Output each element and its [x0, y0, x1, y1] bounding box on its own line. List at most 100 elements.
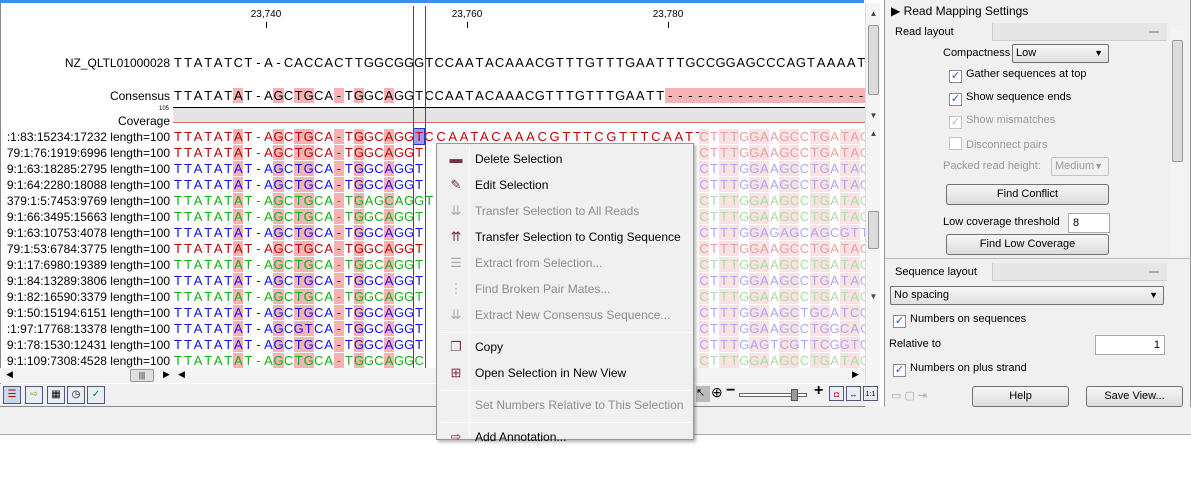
menu-item-delete-selection[interactable]: ▬ Delete Selection — [439, 147, 691, 171]
read-sequence-right[interactable]: CTTTGGAAGCCTGATAGTG — [699, 289, 866, 305]
scroll-up-icon[interactable]: ▲ — [869, 9, 878, 18]
read-sequence-right[interactable]: CTTTGGAAGCCTGATAGAA — [699, 161, 866, 177]
read-sequence-left[interactable]: T T A T A T A T - AGCTGCA - TGGCAGGT — [173, 337, 424, 353]
menu-item-transfer-selection-to-contig-sequence[interactable]: ⇈ Transfer Selection to Contig Sequence — [439, 225, 691, 249]
menu-item-extract-new-consensus-sequence[interactable]: ⇊ Extract New Consensus Sequence... — [439, 303, 691, 327]
reads-scroll-right-icon[interactable]: ▶ — [852, 369, 859, 379]
hscroll-thumb[interactable]: ||| — [130, 369, 154, 382]
base: T — [224, 257, 233, 272]
reference-sequence[interactable]: T T A T A TCT - A - CACCACT TGGCGGGTCCAA T ACAAACGT T… — [173, 55, 866, 71]
zoom-to-selection-icon[interactable]: ◘ — [829, 386, 844, 401]
pointer-icon[interactable]: ↖ — [696, 386, 710, 402]
packed-height-dropdown[interactable]: Medium ▼ — [1051, 157, 1109, 176]
read-sequence-right[interactable]: CTTTGGAAGCCTGATAGAA — [699, 273, 866, 289]
reads-scroll-thumb[interactable] — [868, 211, 879, 249]
read-sequence-right[interactable]: CTTTGGAAGCCTGGCACGC — [699, 321, 866, 337]
read-sequence-right[interactable]: CTTTGGAAGCCTGATAGAA — [699, 241, 866, 257]
panel-scrollbar[interactable] — [1171, 26, 1184, 256]
horizontal-scrollbar[interactable]: ◀ ||| ▶ ◀ ▶ — [0, 368, 865, 383]
zoom-100-icon[interactable]: 1:1 — [863, 386, 878, 401]
read-sequence-left[interactable]: T T A T A T A T - AGCTGCA - TGGCAGGT — [173, 177, 424, 193]
zoom-slider-thumb[interactable] — [791, 389, 799, 401]
read-sequence-right[interactable]: CTTTGAGTCGTTCGGTGAT — [699, 337, 866, 353]
menu-item-add-annotation[interactable]: ⇨ Add Annotation... — [439, 425, 691, 449]
read-sequence-left[interactable]: T T A T A T A T - AGCTGCA - TGGCAGGT — [173, 289, 424, 305]
read-sequence-right[interactable]: CTTTGGAAGCCTGATAGAA — [699, 177, 866, 193]
read-sequence-left[interactable]: T T A T A T A T - AGCTGCA - TGGCAGGT — [173, 273, 424, 289]
menu-item-find-broken-pair-mates[interactable]: ⋮ Find Broken Pair Mates... — [439, 277, 691, 301]
consensus-sequence[interactable]: T T A T A T A T - AGCTGCA - TGGCAGGTCCAA T ACAAACGT T T… — [173, 88, 866, 104]
numbers-plus-strand-checkbox[interactable]: ✓ Numbers on plus strand — [893, 362, 1027, 377]
reads-scroll-up-icon[interactable]: ▲ — [869, 129, 878, 138]
threshold-input[interactable]: 8 — [1068, 213, 1110, 233]
menu-item-open-selection-in-new-view[interactable]: ⊞ Open Selection in New View — [439, 361, 691, 385]
help-button[interactable]: Help — [972, 386, 1069, 407]
read-sequence-right[interactable]: CTTTGGAAGCCTGATAGAA — [699, 193, 866, 209]
read-sequence-left[interactable]: T T A T A T A T - AGCTGCA - TGGCAGGC — [173, 353, 424, 369]
show-mismatches-checkbox[interactable]: ✓ Show mismatches — [949, 114, 1056, 129]
read-sequence-right[interactable]: CTTTGGAAGCCTGATAGAA — [699, 209, 866, 225]
reads-scroll-down-icon[interactable]: ▼ — [869, 292, 878, 301]
read-sequence-left[interactable]: T T A T A T A T - AGCTGCA - TGGCAGGT — [173, 225, 424, 241]
read-sequence-left[interactable]: T T A T A T A T - AGCTGCA - TGGCAGGT — [173, 145, 424, 161]
spacing-dropdown[interactable]: No spacing ▼ — [890, 286, 1164, 305]
minimize-icon[interactable] — [1149, 271, 1159, 273]
menu-item-edit-selection[interactable]: ✎ Edit Selection — [439, 173, 691, 197]
zoom-plus-icon[interactable]: + — [814, 382, 824, 399]
minimize-icon[interactable] — [1149, 31, 1159, 33]
read-sequence-left[interactable]: T T A T A T A T - AGCGTCA - TGGCAGGT — [173, 321, 424, 337]
tab-read-layout[interactable]: Read layout — [889, 23, 1167, 41]
zoom-slider[interactable] — [739, 389, 807, 401]
vertical-scrollbar[interactable]: ▲ ▼ ▲ ▼ — [865, 3, 880, 407]
menu-item-set-numbers-relative-to-this-selection[interactable]: Set Numbers Relative to This Selection — [439, 393, 691, 417]
compactness-dropdown[interactable]: Low ▼ — [1012, 44, 1109, 63]
zoom-fit-width-icon[interactable]: ↔ — [846, 386, 861, 401]
read-sequence-right[interactable]: CTTTGGAAGCCTGATAGAA — [699, 145, 866, 161]
annotation-view-icon[interactable]: ⇨ — [25, 386, 43, 404]
read-sequence-left[interactable]: T T A T A T A T - AGCTGCA - TGGCAGGT — [173, 305, 424, 321]
find-low-coverage-button[interactable]: Find Low Coverage — [946, 234, 1109, 255]
relative-to-input[interactable]: 1 — [1095, 335, 1165, 355]
menu-item-copy[interactable]: ❐ Copy — [439, 335, 691, 359]
menu-item-extract-from-selection[interactable]: ☰ Extract from Selection... — [439, 251, 691, 275]
base: G — [819, 241, 830, 256]
read-sequence-left[interactable]: T T A T A T A T - AGCTGCA - TGAGCAGGT — [173, 193, 434, 209]
find-conflict-button[interactable]: Find Conflict — [946, 184, 1109, 205]
scroll-thumb[interactable] — [868, 25, 879, 95]
collapse-arrow-icon[interactable]: ▶ — [891, 4, 904, 18]
scroll-down-icon[interactable]: ▼ — [869, 111, 878, 120]
menu-item-transfer-selection-to-all-reads[interactable]: ⇊ Transfer Selection to All Reads — [439, 199, 691, 223]
read-sequence-right[interactable]: CTTTGGAAGCCTGATAGAA — [699, 257, 866, 273]
zoom-in-icon[interactable]: ⊕ — [711, 384, 723, 400]
panel-options-icons[interactable]: ▭ ▢ ⇥ — [891, 390, 928, 402]
base: T — [415, 88, 424, 103]
read-sequence-right[interactable]: CTTTGGAAGCCTGATAGAA — [699, 129, 866, 145]
read-sequence-left[interactable]: T T A T A T A T - AGCTGCA - TGGCAGGT — [173, 241, 424, 257]
show-ends-checkbox[interactable]: ✓ Show sequence ends — [949, 91, 1072, 106]
read-sequence-right[interactable]: CTTTGGAAGCCTGATAGGG — [699, 353, 866, 369]
tab-sequence-layout[interactable]: Sequence layout — [889, 263, 1167, 281]
history-icon[interactable]: ◷ — [67, 386, 85, 404]
panel-scroll-thumb[interactable] — [1172, 40, 1183, 162]
read-sequence-right[interactable]: CTTTGGAGAGCAGCGTTTC — [699, 225, 866, 241]
read-sequence-left[interactable]: T T A T A T A T - AGCTGCA - TGGCAGGT — [173, 128, 426, 145]
scroll-left-icon[interactable]: ◀ — [6, 369, 13, 379]
reads-scroll-left-icon[interactable]: ◀ — [178, 369, 185, 379]
panel-header[interactable]: ▶ Read Mapping Settings — [891, 4, 1028, 18]
checklist-icon[interactable]: ✓ — [87, 386, 105, 404]
disconnect-pairs-checkbox[interactable]: Disconnect pairs — [949, 137, 1047, 151]
read-sequence-left[interactable]: T T A T A T A T - AGCTGCA - TGGCAGGT — [173, 209, 424, 225]
read-sequence-middle[interactable]: CCAATACAAACGTTTCGTTTCAATT — [424, 129, 707, 144]
save-view-button[interactable]: Save View... — [1086, 386, 1183, 407]
read-sequence-right[interactable]: CTTTGGAAGCTGCATCGGC — [699, 305, 866, 321]
numbers-on-sequences-checkbox[interactable]: ✓ Numbers on sequences — [893, 313, 1027, 328]
zoom-out-icon[interactable]: − — [726, 382, 736, 399]
gather-checkbox[interactable]: ✓ Gather sequences at top — [949, 68, 1087, 83]
table-view-icon[interactable]: ▦ — [47, 386, 65, 404]
base: A — [233, 193, 244, 208]
read-sequence-left[interactable]: T T A T A T A T - AGCTGCA - TGGCAGGT — [173, 257, 424, 273]
read-mapping-view-icon[interactable]: ☰ — [3, 386, 21, 404]
read-sequence-left[interactable]: T T A T A T A T - AGCTGCA - TGGCAGGT — [173, 161, 424, 177]
scroll-right-icon[interactable]: ▶ — [163, 369, 170, 379]
